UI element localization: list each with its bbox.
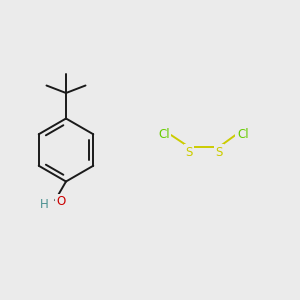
Text: S: S bbox=[185, 146, 193, 159]
Text: O: O bbox=[57, 195, 66, 208]
Text: Cl: Cl bbox=[237, 128, 249, 141]
Text: H: H bbox=[40, 198, 49, 211]
Text: S: S bbox=[215, 146, 223, 159]
Text: Cl: Cl bbox=[158, 128, 170, 141]
